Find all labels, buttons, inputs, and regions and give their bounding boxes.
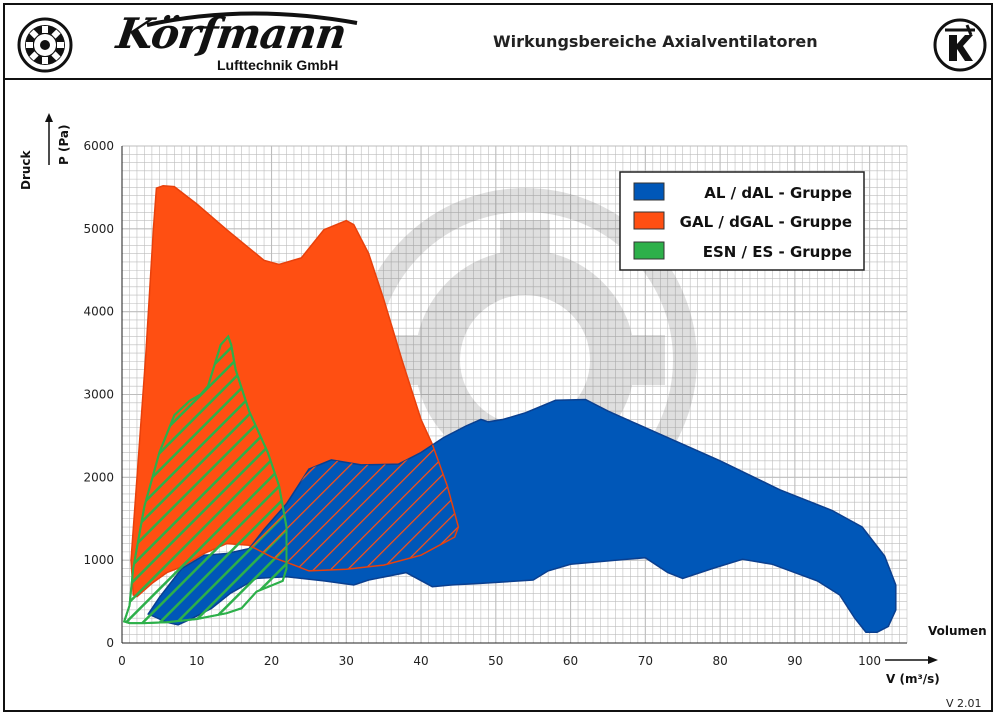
y-tick-label: 2000 [83, 470, 114, 484]
k-emblem-icon [933, 18, 987, 72]
legend-swatch-gal [633, 211, 665, 230]
brand-swoosh [146, 11, 358, 27]
x-tick-label: 90 [787, 654, 802, 668]
y-tick-label: 4000 [83, 305, 114, 319]
x-tick-label: 10 [189, 654, 204, 668]
y-tick-label: 1000 [83, 553, 114, 567]
brand-subtitle: Lufttechnik GmbH [217, 57, 339, 73]
x-axis-label: V (m³/s) [886, 672, 940, 686]
x-axis-title-group: Volumen V (m³/s) [885, 624, 987, 686]
legend-label-gal: GAL / dGAL - Gruppe [680, 213, 852, 231]
legend-swatch-al [633, 182, 665, 201]
y-axis-title: Druck [19, 149, 33, 190]
series-outline-esn [122, 334, 288, 625]
y-tick-label: 0 [106, 636, 114, 650]
y-tick-label: 5000 [83, 222, 114, 236]
y-axis-title-group: Druck P (Pa) [19, 113, 71, 190]
x-tick-label: 100 [858, 654, 881, 668]
axes [121, 146, 907, 644]
x-tick-label: 30 [339, 654, 354, 668]
brand-logo: Körfmann Lufttechnik GmbH [114, 9, 367, 75]
gear-icon [17, 17, 73, 73]
header-bar: Körfmann Lufttechnik GmbH Wirkungsbereic… [5, 5, 991, 80]
legend: AL / dAL - Gruppe GAL / dGAL - Gruppe ES… [619, 171, 865, 271]
x-tick-label: 80 [712, 654, 727, 668]
x-axis-arrowhead [928, 656, 938, 664]
y-axis-arrowhead [45, 113, 53, 122]
x-tick-label: 0 [118, 654, 126, 668]
page-title: Wirkungsbereiche Axialventilatoren [493, 32, 818, 51]
x-tick-label: 40 [413, 654, 428, 668]
y-axis-label: P (Pa) [57, 124, 71, 165]
version-label: V 2.01 [946, 697, 982, 710]
y-tick-label: 6000 [83, 139, 114, 153]
y-tick-labels: 0 1000 2000 3000 4000 5000 6000 [83, 139, 114, 650]
legend-swatch-esn [633, 241, 665, 260]
legend-label-esn: ESN / ES - Gruppe [703, 243, 852, 261]
y-tick-label: 3000 [83, 388, 114, 402]
x-tick-label: 70 [638, 654, 653, 668]
series-areas [122, 185, 897, 633]
x-tick-label: 60 [563, 654, 578, 668]
x-tick-labels: 0 10 20 30 40 50 60 70 80 90 100 [118, 654, 881, 668]
x-axis-title: Volumen [928, 624, 987, 638]
legend-label-al: AL / dAL - Gruppe [704, 184, 852, 202]
x-tick-label: 50 [488, 654, 503, 668]
x-tick-label: 20 [264, 654, 279, 668]
